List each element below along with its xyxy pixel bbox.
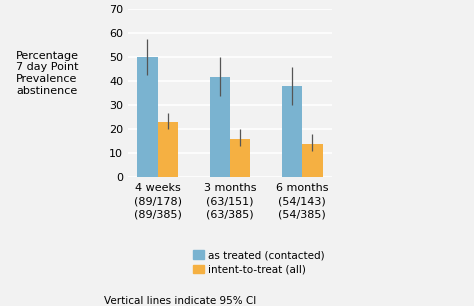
- Text: Vertical lines indicate 95% CI: Vertical lines indicate 95% CI: [104, 297, 256, 306]
- Bar: [302, 144, 322, 177]
- Bar: [210, 76, 230, 177]
- Legend: as treated (contacted), intent-to-treat (all): as treated (contacted), intent-to-treat …: [191, 248, 327, 277]
- Y-axis label: Percentage
7 day Point
Prevalence
abstinence: Percentage 7 day Point Prevalence abstin…: [16, 51, 79, 95]
- Bar: [282, 86, 302, 177]
- Bar: [230, 139, 250, 177]
- Bar: [157, 122, 178, 177]
- Bar: [137, 57, 157, 177]
